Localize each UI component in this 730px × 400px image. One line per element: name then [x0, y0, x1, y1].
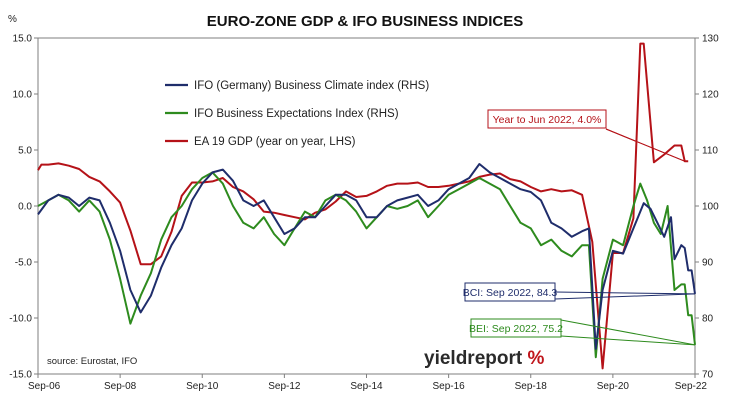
- annotation-gdp-leader-2: [605, 128, 685, 162]
- chart-title: EURO-ZONE GDP & IFO BUSINESS INDICES: [207, 13, 523, 30]
- series-line-ifo-climate: [37, 163, 696, 350]
- legend-label-ifo-climate: IFO (Germany) Business Climate index (RH…: [194, 80, 429, 92]
- x-tick-label: Sep-20: [597, 381, 630, 392]
- left-tick-label: -5.0: [15, 258, 33, 269]
- right-tick-label: 130: [702, 34, 719, 45]
- left-tick-label: 10.0: [13, 90, 33, 101]
- left-tick-label: -15.0: [9, 370, 32, 381]
- legend-label-ifo-expectations: IFO Business Expectations Index (RHS): [194, 108, 399, 120]
- annotation-gdp-text: Year to Jun 2022, 4.0%: [493, 114, 602, 126]
- left-axis-unit-label: %: [8, 14, 17, 25]
- x-tick-label: Sep-06: [28, 381, 61, 392]
- x-tick-label: Sep-08: [104, 381, 137, 392]
- annotation-gdp: Year to Jun 2022, 4.0%: [487, 109, 685, 162]
- series-line-ea19-gdp: [37, 42, 689, 370]
- annotation-bci-text: BCI: Sep 2022, 84.3: [463, 287, 558, 299]
- right-tick-label: 120: [702, 90, 719, 101]
- x-tick-label: Sep-12: [268, 381, 301, 392]
- x-tick-label: Sep-22: [675, 381, 708, 392]
- annotation-bei-text: BEI: Sep 2022, 75.2: [469, 323, 563, 335]
- source-note: source: Eurostat, IFO: [47, 356, 137, 367]
- left-tick-label: 0.0: [18, 202, 32, 213]
- x-tick-label: Sep-18: [515, 381, 548, 392]
- annotation-bci-leader-2: [554, 293, 696, 300]
- legend-label-ea19-gdp: EA 19 GDP (year on year, LHS): [194, 136, 356, 148]
- annotation-bei: BEI: Sep 2022, 75.2: [469, 318, 696, 346]
- left-tick-label: -10.0: [9, 314, 32, 325]
- annotation-bci-leader: [554, 291, 696, 295]
- annotation-bci: BCI: Sep 2022, 84.3: [463, 282, 696, 302]
- annotation-bci-box: [464, 282, 556, 302]
- logo-wordmark: yieldreport %: [424, 348, 544, 369]
- right-tick-label: 70: [702, 370, 714, 381]
- series-lines: [37, 42, 696, 370]
- yieldreport-logo: yieldreport %: [424, 348, 544, 369]
- x-tick-label: Sep-10: [186, 381, 219, 392]
- x-axis: Sep-06 Sep-08 Sep-10 Sep-12 Sep-14 Sep-16 Sep-…: [28, 374, 707, 392]
- annotation-gdp-box: [487, 109, 607, 129]
- left-axis: 15.0 10.0 5.0 0.0 -5.0 -10.0 -15.0: [9, 34, 38, 381]
- logo-percent-symbol: %: [527, 348, 544, 369]
- legend: IFO (Germany) Business Climate index (RH…: [165, 80, 429, 148]
- x-tick-label: Sep-16: [433, 381, 466, 392]
- annotation-bei-leader: [560, 319, 696, 346]
- right-tick-label: 80: [702, 314, 714, 325]
- series-line-ifo-expectations: [37, 171, 696, 359]
- annotation-bei-box: [470, 318, 562, 338]
- left-tick-label: 15.0: [13, 34, 33, 45]
- left-tick-label: 5.0: [18, 146, 32, 157]
- right-tick-label: 110: [702, 146, 718, 157]
- x-tick-label: Sep-14: [350, 381, 383, 392]
- right-tick-label: 90: [702, 258, 714, 269]
- right-axis: 130 120 110 100 90 80 70: [695, 34, 719, 381]
- right-tick-label: 100: [702, 202, 719, 213]
- annotation-bei-leader-2: [560, 335, 696, 346]
